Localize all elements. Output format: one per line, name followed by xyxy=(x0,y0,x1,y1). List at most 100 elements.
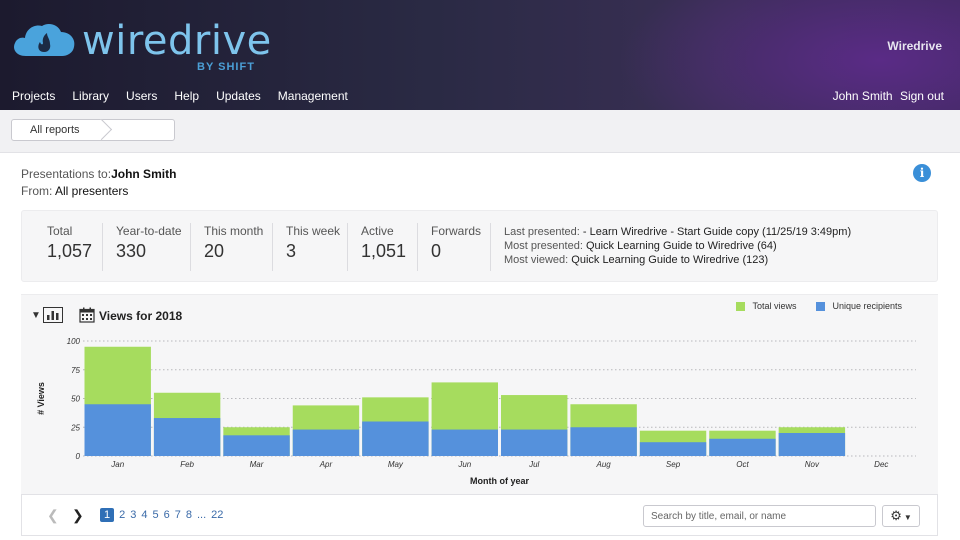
breadcrumb-bar: All reports xyxy=(0,110,960,153)
breadcrumb-all-reports[interactable]: All reports xyxy=(30,124,80,136)
stat-value: 1,057 xyxy=(47,241,93,261)
stat-value: 3 xyxy=(286,241,297,261)
page-link-7[interactable]: 7 xyxy=(174,509,181,521)
x-tick-label: May xyxy=(388,460,404,469)
y-tick-label: 100 xyxy=(67,337,81,346)
stat-this-week: This week 3 xyxy=(286,224,340,262)
divider xyxy=(190,223,191,271)
bar-unique-recipients-nov xyxy=(778,433,846,456)
stat-year-to-date: Year-to-date 330 xyxy=(116,224,182,262)
caret-down-icon: ▼ xyxy=(903,513,912,522)
gear-icon: ⚙ xyxy=(890,508,902,523)
legend-unique-recipients[interactable]: Unique recipients xyxy=(816,301,902,311)
last-presented-link[interactable]: - Learn Wiredrive - Start Guide copy (11… xyxy=(582,226,852,238)
chevron-right-icon[interactable]: ❯ xyxy=(72,507,84,523)
main-nav: Projects Library Users Help Updates Mana… xyxy=(12,89,365,103)
stat-label: Total xyxy=(47,224,73,238)
legend-label: Total views xyxy=(752,301,797,311)
stat-this-month: This month 20 xyxy=(204,224,263,262)
wiredrive-logo[interactable]: wiredrive BY SHIFT xyxy=(12,18,271,78)
page-ellipsis: ... xyxy=(197,509,207,521)
page-link-4[interactable]: 4 xyxy=(141,509,148,521)
page-link-3[interactable]: 3 xyxy=(130,509,137,521)
stat-label: Year-to-date xyxy=(116,224,182,238)
bar-unique-recipients-feb xyxy=(153,418,221,456)
nav-updates[interactable]: Updates xyxy=(216,89,261,103)
last-presented-label: Last presented: xyxy=(504,226,580,238)
nav-help[interactable]: Help xyxy=(174,89,200,103)
stat-value: 330 xyxy=(116,241,147,261)
x-tick-label: Apr xyxy=(319,460,333,469)
stat-forwards: Forwards 0 xyxy=(431,224,481,262)
most-viewed-label: Most viewed: xyxy=(504,254,569,266)
nav-library[interactable]: Library xyxy=(72,89,110,103)
x-tick-label: Aug xyxy=(596,460,612,469)
cloud-logo-icon xyxy=(14,24,75,56)
stat-value: 20 xyxy=(204,241,225,261)
x-tick-label: Nov xyxy=(805,460,820,469)
stat-value: 1,051 xyxy=(361,241,407,261)
page-link-6[interactable]: 6 xyxy=(163,509,170,521)
app-header: wiredrive BY SHIFT Wiredrive Projects Li… xyxy=(0,0,960,110)
nav-projects[interactable]: Projects xyxy=(12,89,56,103)
bar-unique-recipients-aug xyxy=(570,427,637,456)
most-viewed-link[interactable]: Quick Learning Guide to Wiredrive (123) xyxy=(571,254,769,266)
views-chart: 0 25 50 75 100 # Views Month of year Jan Feb Mar A… xyxy=(36,337,916,486)
breadcrumb: All reports xyxy=(11,118,175,141)
x-tick-label: Dec xyxy=(874,460,888,469)
legend-total-views[interactable]: Total views xyxy=(736,301,796,311)
legend-label: Unique recipients xyxy=(832,301,902,311)
chart-title: Views for 2018 xyxy=(99,309,183,323)
bar-unique-recipients-jul xyxy=(501,429,568,456)
info-icon[interactable]: i xyxy=(913,164,931,182)
user-name-link[interactable]: John Smith xyxy=(832,89,893,103)
nav-management[interactable]: Management xyxy=(277,89,348,103)
stat-label: Active xyxy=(361,224,394,238)
page-link-5[interactable]: 5 xyxy=(152,509,159,521)
bar-unique-recipients-sep xyxy=(639,442,707,456)
settings-menu-button[interactable]: ⚙ ▼ xyxy=(882,505,920,527)
divider xyxy=(347,223,348,271)
x-tick-label: Jul xyxy=(528,460,539,469)
stat-label: This month xyxy=(204,224,264,238)
stat-value: 0 xyxy=(431,241,442,261)
page-link-22[interactable]: 22 xyxy=(211,509,224,521)
divider xyxy=(102,223,103,271)
page-numbers: 1 2 3 4 5 6 7 8... 22 xyxy=(100,508,228,522)
from-value: All presenters xyxy=(55,184,129,198)
page-link-2[interactable]: 2 xyxy=(119,509,126,521)
y-axis-label: # Views xyxy=(36,382,46,415)
legend-swatch xyxy=(736,301,746,311)
most-presented-link[interactable]: Quick Learning Guide to Wiredrive (64) xyxy=(585,240,777,252)
user-menu: John Smith Sign out xyxy=(829,89,944,103)
account-brand: Wiredrive xyxy=(887,39,942,53)
y-tick-label: 75 xyxy=(71,366,80,375)
legend-swatch xyxy=(816,301,826,311)
x-axis-label: Month of year xyxy=(470,476,529,486)
y-tick-label: 0 xyxy=(76,452,81,461)
collapse-toggle-icon[interactable]: ▼ xyxy=(31,309,41,321)
y-tick-label: 50 xyxy=(71,395,80,404)
search-input[interactable] xyxy=(643,505,876,527)
stat-label: Forwards xyxy=(431,224,482,238)
logo-wordmark: wiredrive xyxy=(82,18,272,64)
from-label: From: xyxy=(21,184,53,198)
nav-users[interactable]: Users xyxy=(126,89,158,103)
chevron-left-icon[interactable]: ❮ xyxy=(47,507,59,523)
divider xyxy=(272,223,273,271)
most-presented-label: Most presented: xyxy=(504,240,583,252)
page-link-8[interactable]: 8 xyxy=(185,509,192,521)
bar-chart-icon[interactable] xyxy=(42,307,63,323)
views-chart-panel: 0 25 50 75 100 # Views Month of year Jan Feb Mar A… xyxy=(21,294,938,494)
bar-unique-recipients-mar xyxy=(223,435,290,456)
x-tick-label: Sep xyxy=(666,460,681,469)
x-tick-label: Jun xyxy=(457,460,471,469)
sign-out-link[interactable]: Sign out xyxy=(899,89,944,103)
bar-unique-recipients-may xyxy=(362,421,429,456)
bar-unique-recipients-jun xyxy=(431,429,498,456)
calendar-icon[interactable] xyxy=(79,307,95,323)
bar-unique-recipients-oct xyxy=(709,438,776,456)
x-tick-label: Oct xyxy=(736,460,749,469)
divider xyxy=(490,223,491,271)
page-link-1[interactable]: 1 xyxy=(100,508,115,522)
